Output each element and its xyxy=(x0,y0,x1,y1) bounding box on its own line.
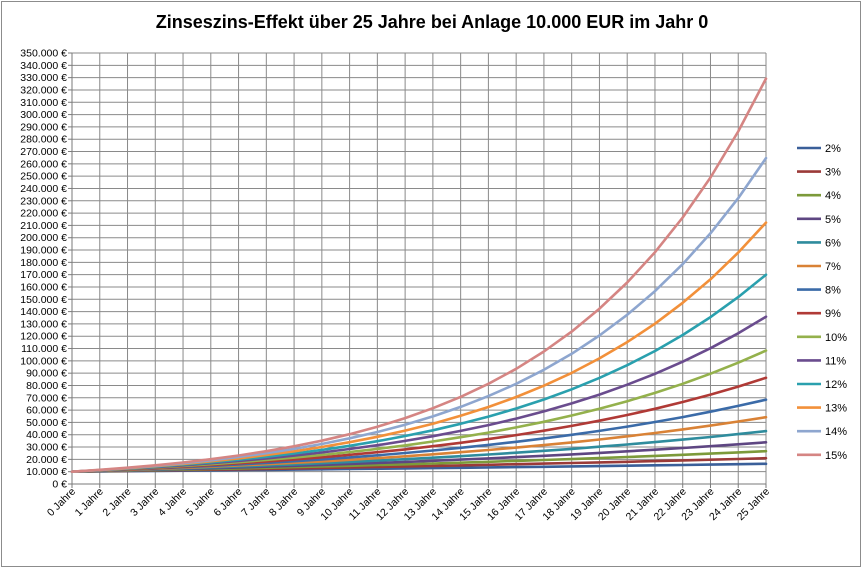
legend-label: 10% xyxy=(825,332,847,344)
y-tick-label: 210.000 € xyxy=(20,220,67,232)
series-line-14pct xyxy=(70,156,768,474)
y-tick-label: 200.000 € xyxy=(20,232,67,244)
x-tick-label: 0 Jahre xyxy=(45,486,78,519)
y-tick-label: 170.000 € xyxy=(20,269,67,281)
series-line-15pct xyxy=(70,77,768,474)
legend-label: 11% xyxy=(825,355,846,367)
y-tick-label: 320.000 € xyxy=(20,84,67,96)
legend-label: 2% xyxy=(825,143,841,155)
y-tick-label: 60.000 € xyxy=(26,405,67,417)
legend-label: 5% xyxy=(825,214,841,226)
y-tick-label: 0 € xyxy=(52,479,67,491)
y-tick-label: 260.000 € xyxy=(20,158,67,170)
y-tick-label: 160.000 € xyxy=(20,281,67,293)
legend-label: 8% xyxy=(825,285,841,297)
y-tick-label: 300.000 € xyxy=(20,109,67,121)
x-tick-label: 3 Jahre xyxy=(128,486,161,519)
legend-label: 14% xyxy=(825,426,847,438)
y-tick-label: 110.000 € xyxy=(21,343,67,355)
y-tick-label: 280.000 € xyxy=(20,134,67,146)
y-tick-label: 140.000 € xyxy=(20,306,67,318)
y-tick-label: 50.000 € xyxy=(26,417,67,429)
x-tick-label: 4 Jahre xyxy=(156,486,189,519)
y-tick-label: 20.000 € xyxy=(26,454,67,466)
legend-label: 13% xyxy=(825,403,847,415)
legend-label: 12% xyxy=(825,379,847,391)
x-tick-label: 5 Jahre xyxy=(184,486,217,519)
x-tick-label: 8 Jahre xyxy=(267,486,300,519)
y-tick-label: 90.000 € xyxy=(26,368,67,380)
y-tick-label: 10.000 € xyxy=(26,466,67,478)
y-tick-label: 330.000 € xyxy=(20,72,67,84)
y-tick-label: 30.000 € xyxy=(26,442,67,454)
y-tick-label: 190.000 € xyxy=(20,245,67,257)
x-tick-label: 1 Jahre xyxy=(73,486,106,519)
gridlines xyxy=(71,52,767,485)
legend-label: 6% xyxy=(825,237,841,249)
x-tick-label: 7 Jahre xyxy=(239,486,272,519)
legend: 2% 3% 4% 5% 6% 7% 8% 9% 10% 11% 12% 13% 14% 15% xyxy=(797,143,847,462)
series-lines xyxy=(70,77,768,474)
y-tick-label: 310.000 € xyxy=(20,97,67,109)
y-tick-label: 150.000 € xyxy=(20,294,67,306)
legend-label: 7% xyxy=(825,261,841,273)
y-tick-label: 120.000 € xyxy=(20,331,67,343)
legend-label: 15% xyxy=(825,450,847,462)
y-tick-label: 220.000 € xyxy=(20,208,67,220)
y-tick-label: 230.000 € xyxy=(20,195,67,207)
chart-title: Zinseszins-Effekt über 25 Jahre bei Anla… xyxy=(155,12,709,32)
y-tick-label: 340.000 € xyxy=(20,60,67,72)
y-tick-label: 100.000 € xyxy=(20,355,67,367)
y-tick-label: 180.000 € xyxy=(20,257,67,269)
legend-label: 9% xyxy=(825,308,841,320)
y-tick-label: 350.000 € xyxy=(20,48,67,60)
x-tick-label: 6 Jahre xyxy=(211,486,244,519)
y-tick-label: 70.000 € xyxy=(26,392,67,404)
y-tick-label: 40.000 € xyxy=(26,429,67,441)
y-axis: 0 €10.000 €20.000 €30.000 €40.000 €50.00… xyxy=(20,48,73,491)
y-tick-label: 240.000 € xyxy=(20,183,67,195)
y-tick-label: 290.000 € xyxy=(20,121,67,133)
legend-label: 3% xyxy=(825,167,841,179)
y-tick-label: 270.000 € xyxy=(20,146,67,158)
x-tick-label: 2 Jahre xyxy=(100,486,133,519)
y-tick-label: 80.000 € xyxy=(26,380,67,392)
legend-label: 4% xyxy=(825,190,841,202)
y-tick-label: 130.000 € xyxy=(20,318,67,330)
y-tick-label: 250.000 € xyxy=(20,171,67,183)
series-line-10pct xyxy=(70,349,768,474)
